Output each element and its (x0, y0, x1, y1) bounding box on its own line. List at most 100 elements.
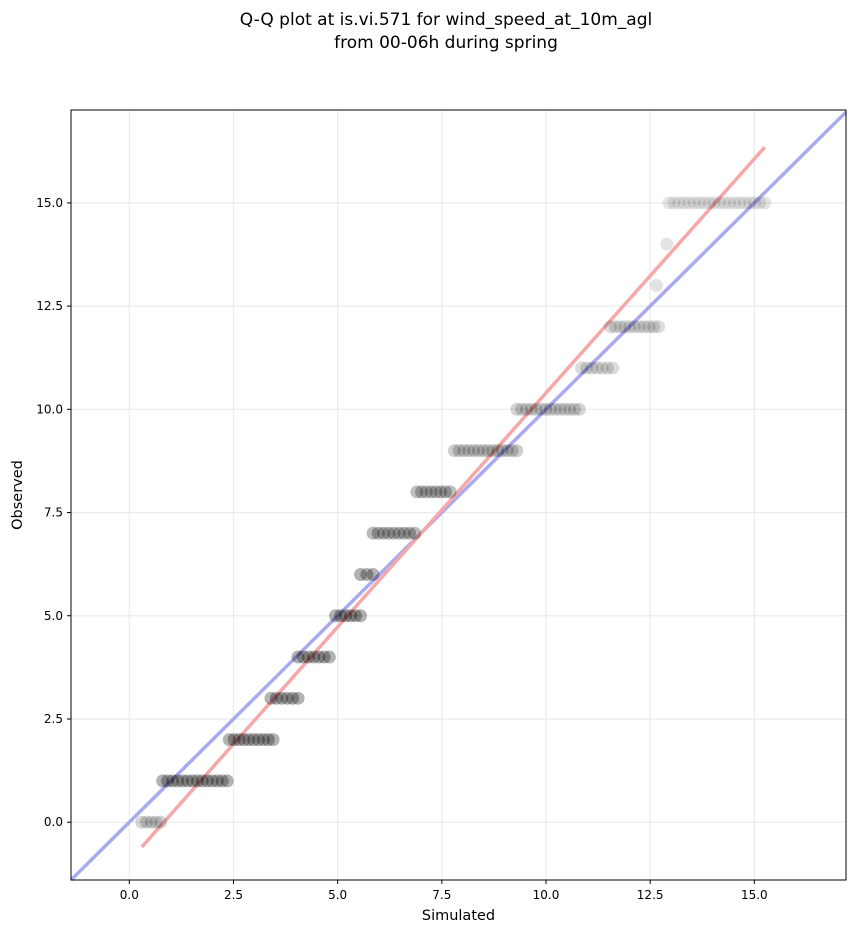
data-point (672, 196, 686, 210)
data-point (662, 196, 676, 210)
data-point (317, 650, 331, 664)
data-point (339, 609, 353, 623)
data-point (322, 650, 336, 664)
data-point (349, 609, 363, 623)
data-point (410, 485, 424, 499)
data-point (595, 361, 609, 375)
data-point (628, 320, 642, 334)
data-point (558, 402, 572, 416)
data-point (590, 361, 604, 375)
data-point (632, 320, 646, 334)
data-point (286, 691, 300, 705)
data-point (302, 650, 315, 664)
data-point (210, 774, 224, 788)
data-point (618, 320, 632, 334)
reference-lines (69, 110, 848, 882)
y-tick-label: 5.0 (44, 609, 63, 623)
data-point (280, 691, 294, 705)
plot-frame (70, 109, 847, 881)
data-point (190, 774, 204, 788)
data-point (722, 196, 736, 210)
axis-ticks: 0.0 2.5 5.0 7.5 10.0 12.5 15.0 0.0 2.5 5.0 7.5 10.0… (36, 196, 767, 902)
data-point (677, 196, 691, 210)
data-point (481, 444, 495, 458)
data-point (222, 733, 236, 747)
point-cluster (660, 237, 674, 251)
data-point (176, 774, 190, 788)
data-point (252, 733, 265, 747)
data-point (181, 774, 195, 788)
data-point (408, 526, 422, 540)
data-point (291, 691, 305, 705)
data-point (366, 526, 380, 540)
point-cluster (574, 361, 620, 375)
data-point (360, 567, 374, 581)
data-point (296, 650, 310, 664)
data-point (543, 402, 557, 416)
data-point (471, 444, 485, 458)
x-axis-label: Simulated (422, 908, 495, 924)
point-cluster (156, 774, 234, 788)
data-point (438, 485, 452, 499)
data-point (415, 485, 429, 499)
chart-subtitle: from 00-06h during spring (334, 33, 558, 53)
y-tick-label: 2.5 (44, 712, 63, 726)
data-point (419, 485, 433, 499)
data-point (237, 733, 251, 747)
data-point (613, 320, 627, 334)
data-point (462, 444, 476, 458)
data-point (424, 485, 438, 499)
data-point (392, 526, 406, 540)
data-point (443, 485, 457, 499)
y-axis-label: Observed (10, 460, 26, 530)
data-point (227, 733, 241, 747)
data-point (200, 774, 214, 788)
data-point (642, 320, 656, 334)
point-cluster (354, 567, 380, 581)
data-point (500, 444, 514, 458)
data-point (692, 196, 706, 210)
point-cluster (604, 320, 665, 334)
x-tick-label: 10.0 (533, 888, 560, 902)
point-cluster (329, 609, 368, 623)
data-point (312, 650, 326, 664)
data-point (171, 774, 185, 788)
data-point (712, 196, 726, 210)
data-point (185, 774, 199, 788)
data-point (354, 609, 368, 623)
data-point (687, 196, 701, 210)
data-point (539, 402, 553, 416)
data-point (307, 650, 321, 664)
x-tick-label: 0.0 (120, 888, 139, 902)
y-tick-label: 0.0 (44, 815, 63, 829)
chart-title: Q-Q plot at is.vi.571 for wind_speed_at_… (240, 10, 652, 30)
data-point (403, 526, 417, 540)
data-point (247, 733, 261, 747)
y-tick-label: 15.0 (36, 196, 63, 210)
data-point (652, 320, 665, 334)
data-point (366, 567, 380, 581)
data-point (154, 815, 168, 829)
data-point (748, 196, 762, 210)
data-point (738, 196, 752, 210)
data-point (580, 361, 594, 375)
data-point (491, 444, 505, 458)
data-point (149, 815, 163, 829)
data-point (510, 402, 524, 416)
data-point (743, 196, 757, 210)
data-point (702, 196, 716, 210)
data-point (387, 526, 401, 540)
data-point (563, 402, 577, 416)
data-point (753, 196, 767, 210)
data-point (135, 815, 149, 829)
x-tick-label: 7.5 (432, 888, 451, 902)
data-point (572, 402, 586, 416)
data-point (637, 320, 651, 334)
point-cluster (410, 485, 457, 499)
data-point (519, 402, 533, 416)
data-point (195, 774, 209, 788)
data-point (604, 320, 618, 334)
data-point (166, 774, 180, 788)
data-point (667, 196, 681, 210)
